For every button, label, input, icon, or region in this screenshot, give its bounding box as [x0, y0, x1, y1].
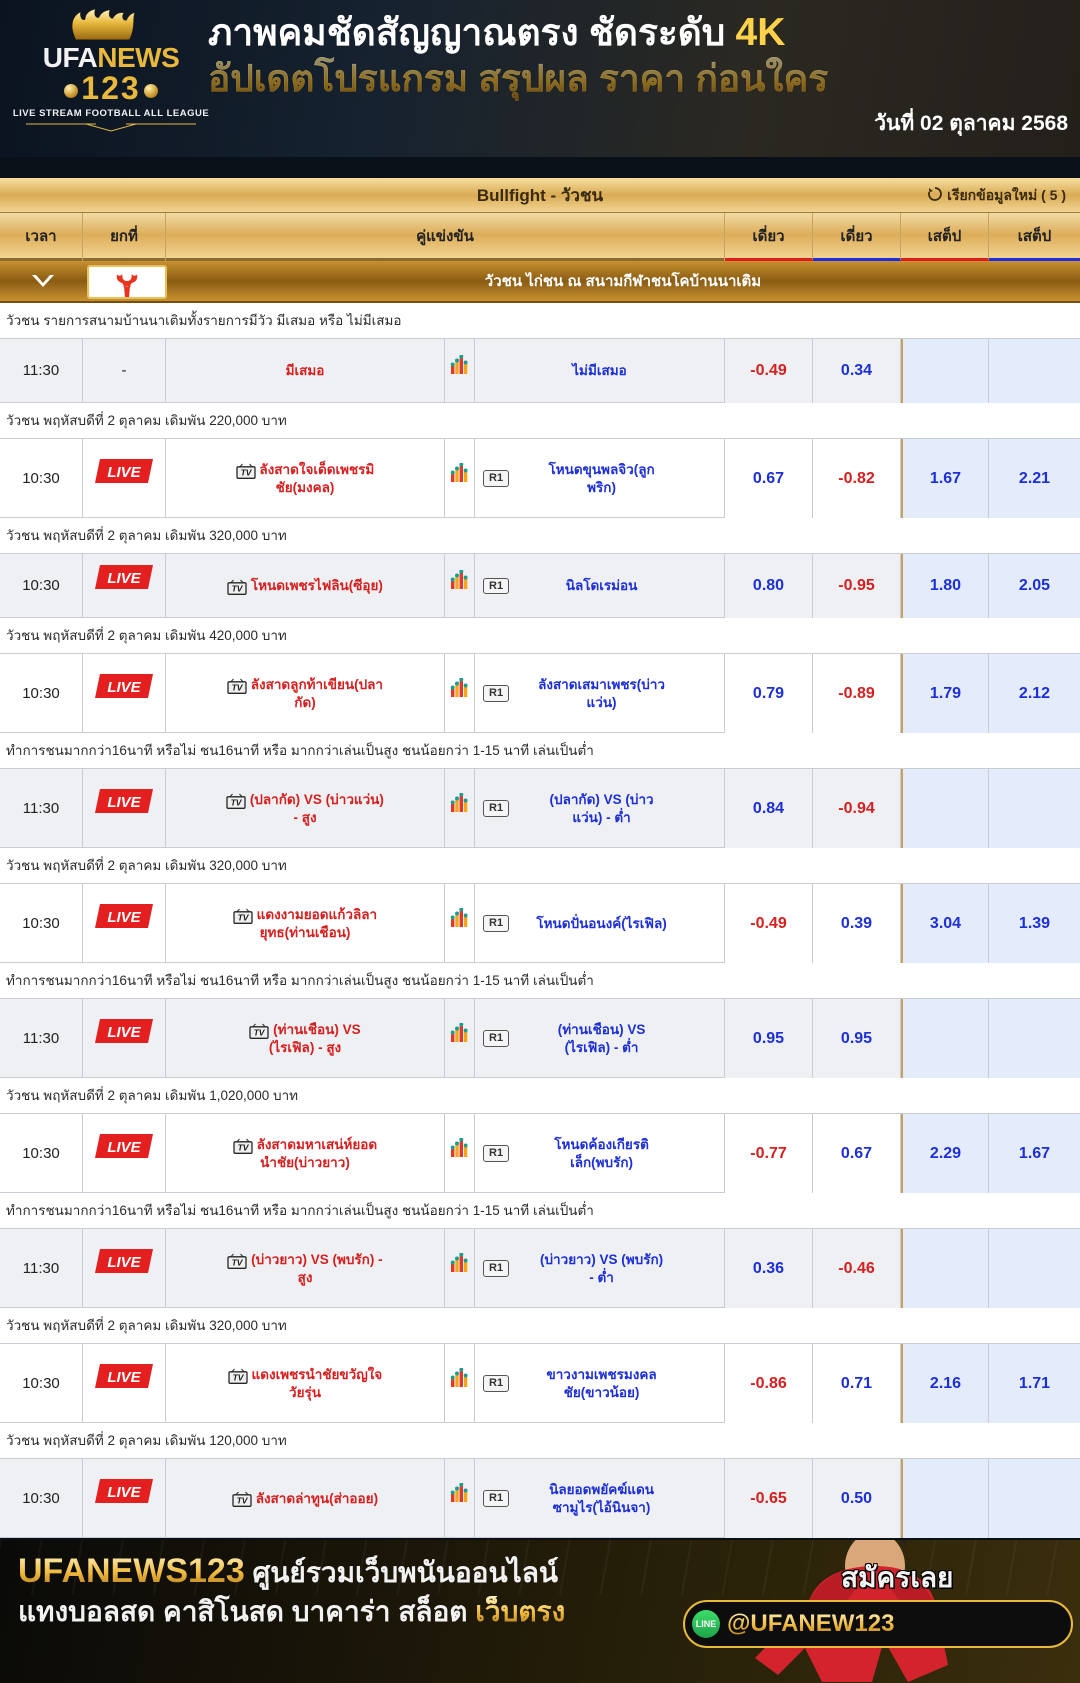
- svg-text:LIVE: LIVE: [107, 1139, 141, 1156]
- svg-text:LIVE: LIVE: [107, 1369, 141, 1386]
- svg-text:TV: TV: [254, 1027, 266, 1037]
- svg-text:LIVE: LIVE: [107, 794, 141, 811]
- svg-text:TV: TV: [237, 1496, 249, 1506]
- svg-text:LIVE: LIVE: [107, 679, 141, 696]
- svg-text:LIVE: LIVE: [107, 570, 141, 587]
- svg-text:TV: TV: [240, 467, 252, 477]
- svg-text:LIVE: LIVE: [107, 909, 141, 926]
- svg-text:LIVE: LIVE: [107, 464, 141, 481]
- svg-text:TV: TV: [237, 1142, 249, 1152]
- svg-text:TV: TV: [232, 1372, 244, 1382]
- svg-text:TV: TV: [231, 797, 243, 807]
- svg-text:TV: TV: [232, 583, 244, 593]
- svg-text:LIVE: LIVE: [107, 1024, 141, 1041]
- svg-text:TV: TV: [232, 682, 244, 692]
- svg-text:TV: TV: [232, 1257, 244, 1267]
- svg-text:LIVE: LIVE: [107, 1254, 141, 1271]
- svg-text:LIVE: LIVE: [107, 1484, 141, 1501]
- svg-text:TV: TV: [237, 912, 249, 922]
